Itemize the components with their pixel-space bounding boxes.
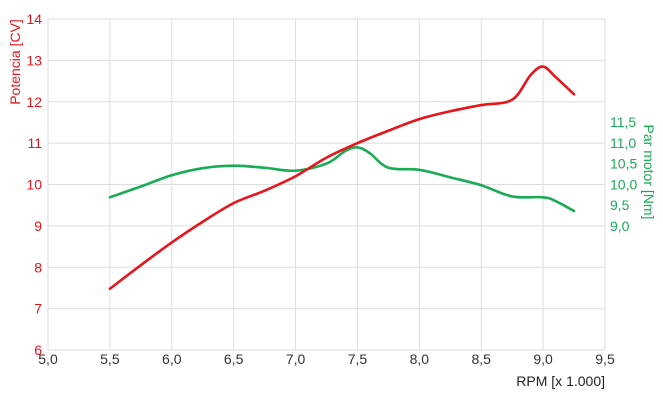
y-left-tick-label: 14 [26, 11, 42, 27]
y-left-tick-labels: 6 7 8 9 10 11 12 13 14 [26, 11, 42, 358]
y-left-tick-label: 11 [27, 135, 42, 151]
potencia-series-line [108, 65, 576, 291]
y-right-tick-label: 11,5 [610, 114, 636, 130]
horizontal-gridlines [48, 18, 605, 351]
y-right-axis-label: Par motor [Nm] [641, 125, 657, 220]
x-tick-label: 7,5 [348, 351, 368, 367]
y-left-axis-label: Potencia [CV] [7, 19, 23, 105]
x-tick-label: 7,0 [286, 351, 306, 367]
y-right-tick-label: 11,0 [610, 135, 636, 151]
x-tick-label: 6,0 [162, 351, 182, 367]
y-left-tick-label: 7 [34, 301, 42, 317]
x-tick-labels: 5,0 5,5 6,0 6,5 7,0 7,5 8,0 8,5 9,0 9,5 [38, 351, 615, 367]
y-right-tick-labels: 9,0 9,5 10,0 10,5 11,0 11,5 [610, 114, 637, 234]
x-axis-label: RPM [x 1.000] [516, 373, 605, 389]
series-layer [108, 65, 576, 291]
y-right-tick-label: 9,0 [610, 218, 630, 234]
x-tick-label: 5,0 [38, 351, 58, 367]
par-motor-series-line [108, 146, 576, 213]
x-tick-label: 9,0 [533, 351, 553, 367]
y-right-tick-label: 10,0 [610, 176, 637, 192]
y-right-tick-label: 9,5 [610, 197, 630, 213]
x-tick-label: 8,5 [471, 351, 491, 367]
y-left-tick-label: 6 [34, 342, 42, 358]
x-tick-label: 6,5 [224, 351, 244, 367]
y-left-tick-label: 9 [34, 218, 42, 234]
y-right-tick-label: 10,5 [610, 156, 637, 172]
y-left-tick-label: 12 [26, 94, 42, 110]
y-left-tick-label: 8 [34, 259, 42, 275]
y-left-tick-label: 10 [26, 177, 42, 193]
y-left-tick-label: 13 [26, 52, 42, 68]
x-tick-label: 8,0 [410, 351, 430, 367]
x-tick-label: 9,5 [595, 351, 615, 367]
x-tick-label: 5,5 [100, 351, 120, 367]
